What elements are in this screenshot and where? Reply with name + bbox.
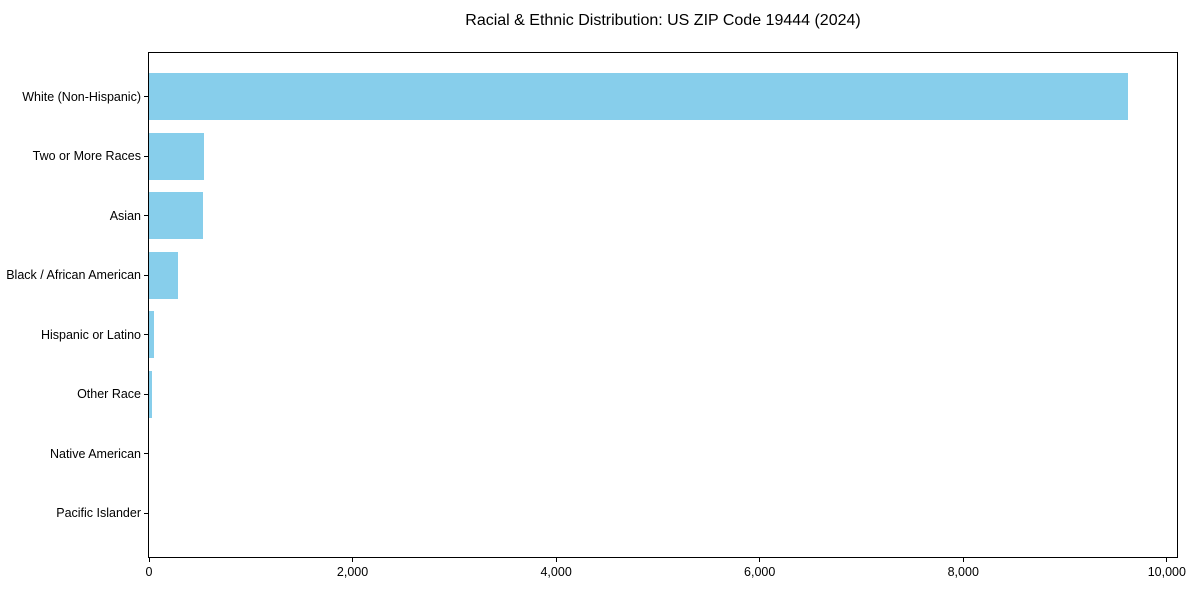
chart-row-pacific-islander: Pacific Islander — [56, 484, 1177, 544]
y-tick-label: Hispanic or Latino — [40, 327, 141, 342]
y-tick-label: Two or More Races — [32, 149, 141, 164]
x-tick-label: 4,000 — [540, 565, 572, 579]
y-tick-label: Asian — [109, 208, 141, 223]
y-tick-mark — [144, 96, 149, 98]
bar-rows: White (Non-Hispanic) Two or More Races Asi… — [6, 67, 1177, 544]
x-tick-mark — [1166, 557, 1168, 562]
y-tick-mark — [144, 155, 149, 157]
y-tick-mark — [144, 453, 149, 455]
chart-row-white-non-hispanic: White (Non-Hispanic) — [22, 67, 1177, 127]
x-tick-label: 8,000 — [947, 565, 979, 579]
bar-white-non-hispanic — [149, 73, 1129, 121]
bar-hispanic-or-latino — [149, 311, 155, 359]
chart-row-other-race: Other Race — [77, 365, 1177, 425]
chart-row-native-american: Native American — [50, 424, 1177, 484]
x-tick-label: 0 — [145, 565, 153, 579]
plot-area: White (Non-Hispanic) Two or More Races Asi… — [6, 52, 1186, 579]
x-axis-ticks: 0 2,000 4,000 6,000 8,000 10,000 — [145, 557, 1186, 587]
x-tick-mark — [555, 557, 557, 562]
x-tick-label: 10,000 — [1147, 565, 1186, 579]
x-tick-mark — [148, 557, 150, 562]
chart-title: Racial & Ethnic Distribution: US ZIP Cod… — [465, 12, 861, 29]
chart-row-hispanic-or-latino: Hispanic or Latino — [41, 305, 1177, 365]
x-tick-mark — [352, 557, 354, 562]
bar-asian — [149, 192, 203, 240]
chart-row-black-african-american: Black / African American — [6, 246, 1177, 306]
y-tick-mark — [144, 512, 149, 514]
chart-row-two-or-more-races: Two or More Races — [33, 127, 1177, 187]
y-tick-mark — [144, 274, 149, 276]
y-tick-mark — [144, 393, 149, 395]
y-tick-mark — [144, 334, 149, 336]
x-tick-label: 2,000 — [336, 565, 369, 579]
chart-row-asian: Asian — [110, 186, 1177, 246]
bar-black-african-american — [149, 251, 178, 299]
bar-two-or-more-races — [149, 132, 204, 180]
y-tick-mark — [144, 215, 149, 217]
bar-other-race — [149, 370, 153, 418]
x-tick-label: 6,000 — [744, 565, 776, 579]
y-tick-label: Native American — [49, 446, 141, 461]
y-tick-label: Other Race — [77, 387, 141, 402]
y-tick-label: Pacific Islander — [56, 506, 141, 521]
y-tick-label: Black / African American — [6, 268, 141, 283]
x-tick-mark — [759, 557, 761, 562]
x-tick-mark — [962, 557, 964, 562]
y-tick-label: White (Non-Hispanic) — [22, 89, 141, 104]
